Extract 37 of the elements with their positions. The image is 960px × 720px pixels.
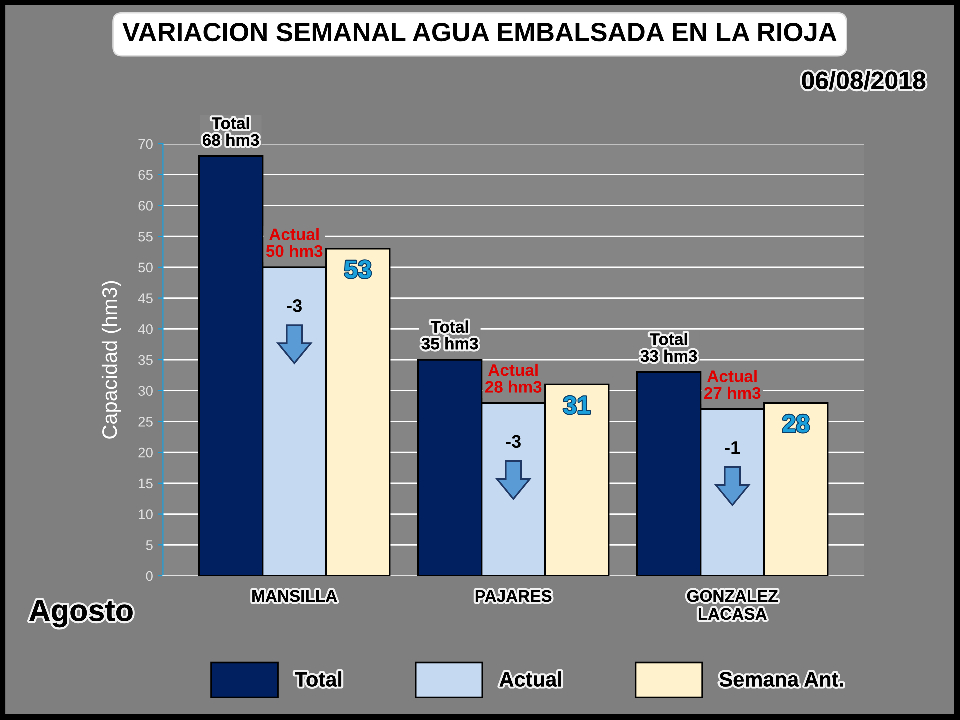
annotation: -1	[725, 442, 740, 454]
data-label: 53	[344, 260, 372, 278]
legend-label: Actual	[500, 672, 562, 687]
x-tick-label: PAJARES	[476, 590, 552, 602]
y-tick-label: 25	[138, 417, 153, 427]
y-tick-label: 15	[139, 478, 153, 489]
annotation: -3	[506, 435, 521, 448]
y-tick-label: 5	[146, 540, 153, 550]
text: 06/08/2018	[802, 71, 926, 90]
y-tick-label: 10	[139, 510, 153, 520]
legend-label: Total	[295, 672, 342, 687]
chart-title: VARIACION SEMANAL AGUA EMBALSADA EN LA RIOJA	[122, 22, 837, 42]
data-label: 31	[564, 396, 590, 414]
y-tick-label: 30	[138, 386, 153, 396]
text: Agosto	[30, 600, 133, 628]
y-tick-label: 70	[138, 139, 153, 150]
y-tick-label: 50	[138, 262, 153, 273]
x-tick-label: MANSILLA	[252, 590, 338, 602]
legend-label: Semana Ant.	[720, 672, 844, 687]
data-label: Actual 50 hm3	[266, 228, 323, 258]
data-label: Actual 28 hm3	[485, 364, 542, 393]
annotation: -3	[287, 299, 302, 312]
x-tick-label: GONZALEZ LACASA	[687, 590, 778, 620]
data-label: Actual 27 hm3	[704, 370, 761, 400]
y-tick-label: 40	[138, 324, 153, 334]
data-label: 28	[783, 414, 810, 433]
data-label: Total 33 hm3	[640, 333, 698, 362]
y-tick-label: 55	[138, 232, 153, 242]
y-tick-label: 35	[138, 355, 153, 366]
data-label: Total 68 hm3	[202, 117, 260, 146]
y-tick-label: 0	[146, 571, 153, 582]
y-tick-label: 65	[138, 170, 153, 180]
y-tick-label: 45	[138, 294, 153, 304]
y-tick-label: 20	[138, 448, 153, 458]
data-label: Total 35 hm3	[422, 320, 478, 350]
y-tick-label: 60	[138, 201, 153, 211]
y-axis-title: Capacidad (hm3)	[102, 281, 122, 439]
